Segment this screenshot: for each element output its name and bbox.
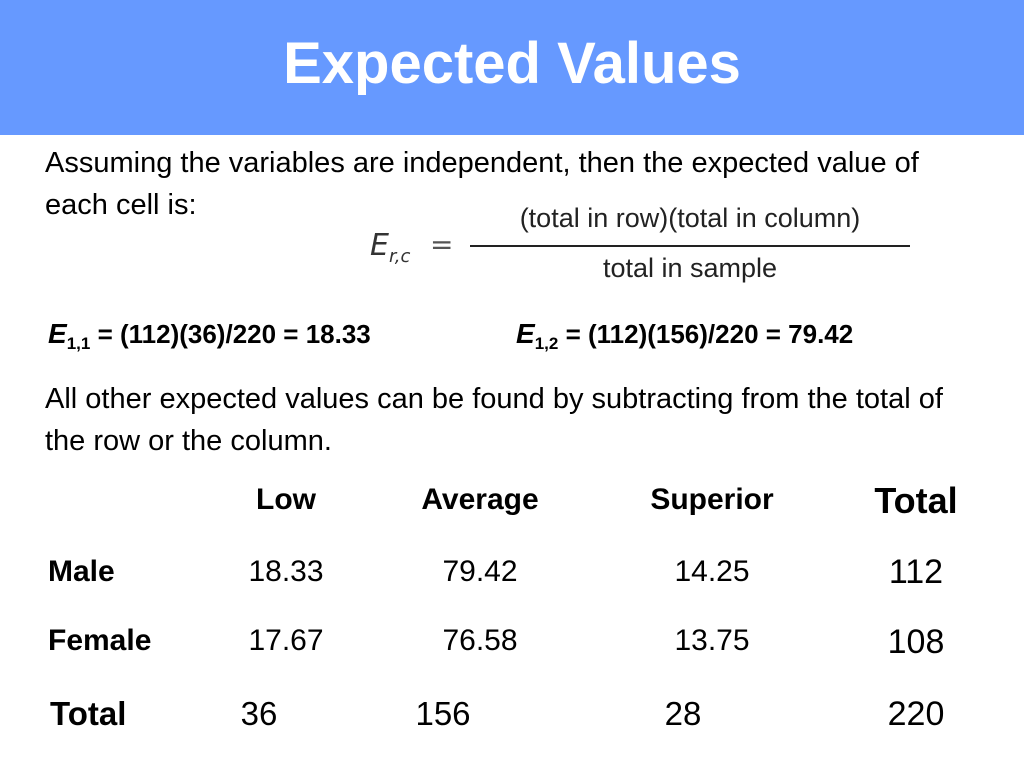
row-label: Total: [50, 695, 127, 732]
column-header: Average: [421, 483, 539, 516]
example-symbol: E: [48, 318, 67, 349]
formula-denominator: total in sample: [602, 253, 778, 283]
row-label: Female: [48, 624, 152, 657]
formula-subscript: r,c: [388, 246, 411, 267]
table-cell: 112: [888, 553, 944, 591]
table-cell: 79.42: [442, 555, 518, 588]
example-equation: E1,2 = (112)(156)/220 = 79.42: [516, 318, 853, 354]
table-cell: 76.58: [442, 624, 518, 657]
example-expression: = (112)(156)/220 = 79.42: [565, 319, 854, 349]
table-cell: 18.33: [248, 555, 324, 588]
formula-lhs: Er,c: [370, 228, 410, 267]
example-equation: E1,1 = (112)(36)/220 = 18.33: [48, 318, 371, 354]
table-cell: 108: [887, 623, 945, 661]
fraction-bar: [470, 245, 910, 247]
table-cell: 28: [664, 695, 702, 732]
slide-title: Expected Values: [283, 31, 741, 96]
formula-equals: =: [430, 228, 454, 261]
example-subscript: 1,1: [66, 334, 91, 354]
column-header: Superior: [650, 483, 774, 516]
row-label: Male: [48, 555, 115, 588]
table-cell: 36: [240, 695, 278, 732]
formula-symbol: E: [370, 228, 389, 263]
table-cell: 17.67: [248, 624, 324, 657]
table-cell: 13.75: [674, 624, 750, 657]
formula-numerator: (total in row)(total in column): [519, 203, 861, 233]
title-bar: Expected Values: [0, 0, 1024, 135]
example-expression: = (112)(36)/220 = 18.33: [97, 319, 371, 349]
example-symbol: E: [516, 318, 535, 349]
example-subscript: 1,2: [534, 334, 559, 354]
table-cell: 220: [887, 695, 945, 733]
column-header: Total: [874, 480, 958, 521]
intro-text: Assuming the variables are independent, …: [45, 147, 919, 221]
table-cell: 156: [415, 695, 471, 732]
column-header: Low: [256, 483, 316, 516]
table-cell: 14.25: [674, 555, 750, 588]
note-text: All other expected values can be found b…: [45, 383, 943, 457]
